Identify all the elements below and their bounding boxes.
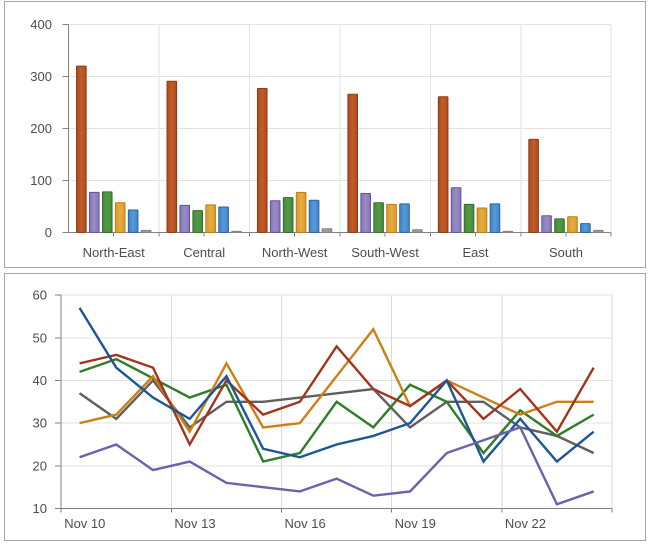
svg-text:400: 400 xyxy=(30,17,52,32)
svg-text:South: South xyxy=(549,245,583,260)
svg-text:40: 40 xyxy=(33,373,47,388)
svg-text:0: 0 xyxy=(45,225,52,240)
svg-text:200: 200 xyxy=(30,121,52,136)
svg-text:60: 60 xyxy=(33,288,47,303)
svg-text:North-West: North-West xyxy=(262,245,328,260)
svg-text:North-East: North-East xyxy=(83,245,146,260)
svg-text:Nov 13: Nov 13 xyxy=(174,516,215,531)
svg-text:East: East xyxy=(463,245,489,260)
svg-text:South-West: South-West xyxy=(351,245,419,260)
svg-text:30: 30 xyxy=(33,416,47,431)
svg-text:10: 10 xyxy=(33,501,47,516)
svg-text:Nov 10: Nov 10 xyxy=(64,516,105,531)
svg-text:Nov 19: Nov 19 xyxy=(395,516,436,531)
svg-text:300: 300 xyxy=(30,69,52,84)
svg-text:Central: Central xyxy=(183,245,225,260)
svg-text:50: 50 xyxy=(33,330,47,345)
svg-text:20: 20 xyxy=(33,458,47,473)
svg-text:100: 100 xyxy=(30,173,52,188)
svg-text:Nov 22: Nov 22 xyxy=(505,516,546,531)
svg-text:Nov 16: Nov 16 xyxy=(285,516,326,531)
